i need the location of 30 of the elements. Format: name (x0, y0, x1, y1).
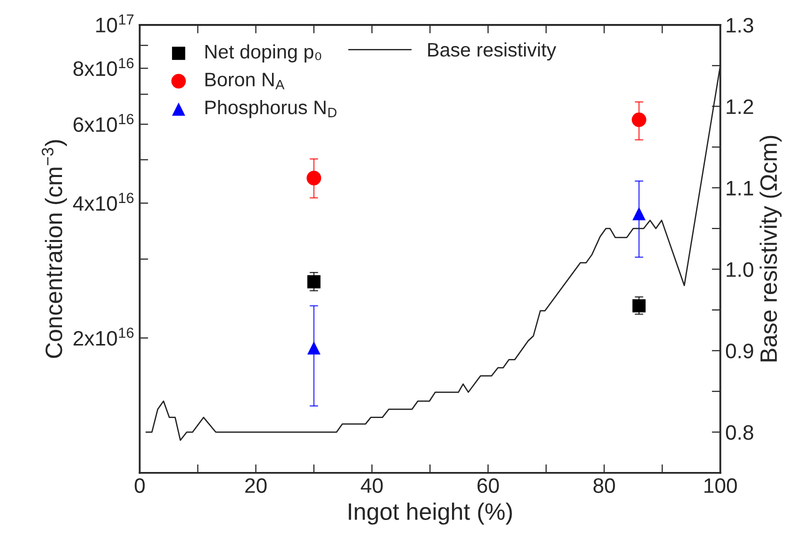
point (632, 112, 646, 128)
x-tick-label: 100 (704, 478, 737, 493)
y-tick-label: 4x10$^{16}$ (73, 192, 134, 211)
x-tick-label: 0 (134, 478, 145, 493)
x-tick-label: 60 (478, 478, 499, 493)
y-axis-title: Concentration (cm$^{−3}$) (42, 140, 67, 358)
y-tick-label: 6x10$^{16}$ (74, 114, 134, 132)
y2-tick-label: 0.8 (726, 425, 754, 440)
point (306, 170, 322, 186)
x-tick-label: 40 (360, 478, 383, 493)
y-tick-label: 8x10$^{16}$ (73, 58, 134, 76)
y2-tick-label: 1.0 (726, 262, 754, 277)
y2-tick-label: 1.1 (726, 180, 754, 196)
y2-tick-label: 1.2 (726, 99, 754, 114)
point (632, 299, 646, 312)
point (632, 207, 646, 220)
legend-label: Phosphorus N$_{D}$ (205, 100, 336, 118)
x-tick-label: 80 (593, 478, 615, 493)
y2-axis-title: Base resistivity (Ωcm) (760, 136, 782, 362)
point (307, 341, 320, 355)
legend-label: Base resistivity (428, 42, 556, 61)
legend-label: Boron N$_{A}$ (205, 72, 284, 90)
y-tick-label: 2x10$^{16}$ (74, 328, 134, 346)
legend-label: Net doping p₀ (205, 44, 322, 62)
x-tick-label: 20 (245, 478, 267, 493)
point (307, 275, 320, 288)
y2-tick-label: 1.3 (726, 18, 754, 33)
x-axis-title: Ingot height (%) (348, 502, 512, 525)
y-tick-label: 10$^{17}$ (96, 14, 134, 32)
y2-tick-label: 0.9 (726, 344, 754, 358)
